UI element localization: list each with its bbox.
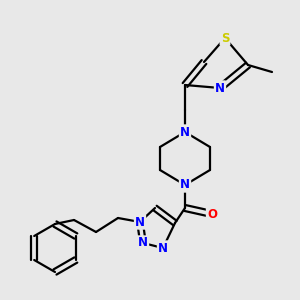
Text: N: N: [215, 82, 225, 94]
Text: N: N: [135, 215, 145, 229]
Text: N: N: [180, 178, 190, 191]
Text: N: N: [138, 236, 148, 250]
Text: N: N: [180, 125, 190, 139]
Text: O: O: [207, 208, 217, 220]
Text: N: N: [158, 242, 168, 254]
Text: S: S: [221, 32, 229, 44]
